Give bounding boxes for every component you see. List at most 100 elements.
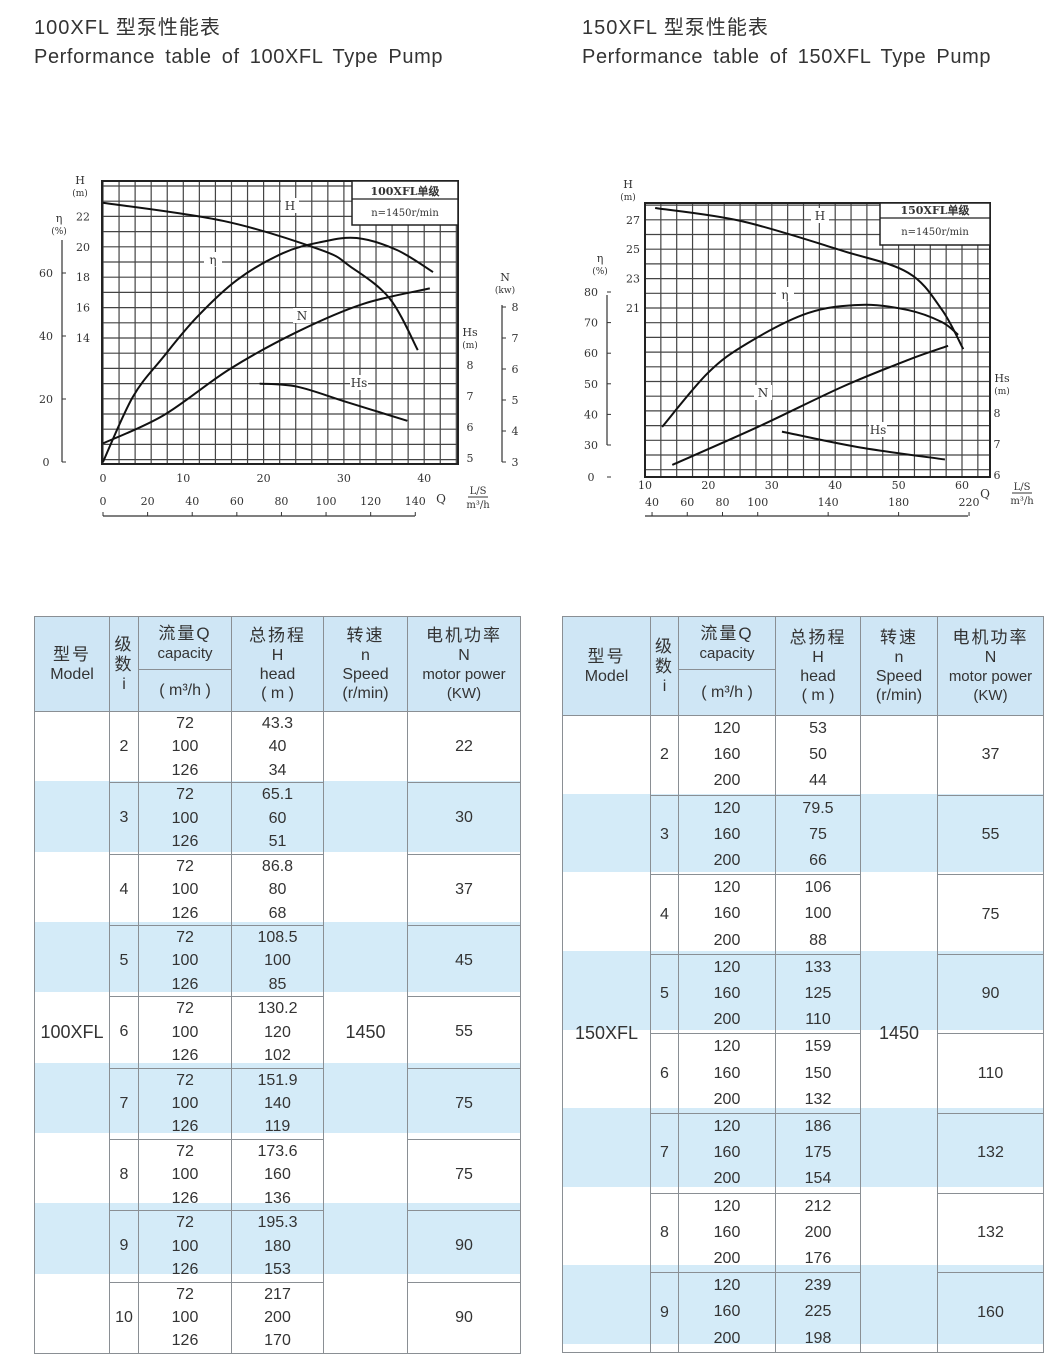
header-model: 型号 Model [562,616,651,716]
head-cell: 173.6 160 136 [231,1138,324,1212]
series-Hs-label: Hs [870,423,887,437]
table-row: 4 72 100 126 86.8 80 68 37 [35,853,521,926]
x-unit-ls: L/S [470,486,487,497]
model-cell: 100XFL [34,711,110,1354]
head-value: 133 [804,958,832,976]
head-value: 217 [264,1285,291,1303]
capacity-cell: 72 100 126 [138,1281,232,1354]
head-value: 106 [804,879,832,897]
capacity-value: 160 [713,1303,741,1321]
capacity-cell: 72 100 126 [138,710,232,784]
header-text: ( m³/h ) [701,684,753,701]
capacity-value: 126 [171,1189,199,1207]
capacity-cell: 120 160 200 [678,794,776,876]
head-value: 34 [268,761,287,779]
head-cell: 65.1 60 51 [231,782,324,855]
head-value: 119 [264,1118,291,1136]
x-tick-label-m3h: 140 [818,496,839,509]
capacity-cell: 72 100 126 [138,924,232,998]
plot-frame [644,202,991,478]
x-tick-label-m3h: 40 [645,496,659,509]
capacity-value: 72 [176,715,194,732]
Hs-tick-label: 8 [467,359,474,372]
table-row: 7 72 100 126 151.9 140 119 75 [35,1067,521,1140]
head-cell: 239 225 198 [775,1272,861,1353]
capacity-value: 160 [713,1223,741,1241]
table-row: 7 120 160 200 186 175 154 132 [563,1113,1044,1194]
header-text: i [662,677,667,695]
capacity-cell: 120 160 200 [678,1192,776,1274]
head-value: 50 [809,746,827,764]
header-text: 流量Q [158,623,212,643]
table-row: 8 72 100 126 173.6 160 136 75 [35,1138,521,1212]
N-tick-label: 6 [512,363,519,376]
capacity-value: 126 [171,975,199,993]
model-cell: 150XFL [562,715,651,1353]
eta-tick-label: 60 [584,347,598,360]
capacity-value: 160 [713,1064,741,1082]
capacity-value: 160 [713,905,741,923]
head-value: 159 [804,1038,832,1056]
head-value: 53 [809,720,827,737]
head-cell: 195.3 180 153 [231,1210,324,1283]
section-title-en-150xfl: Performance table of 150XFL Type Pump [582,46,992,68]
stage-cell: 8 [109,1138,139,1212]
capacity-cell: 120 160 200 [678,715,776,796]
x-tick-label-ls: 50 [892,479,906,492]
head-value: 75 [809,825,827,843]
capacity-value: 100 [171,952,199,970]
table-row: 6 120 160 200 159 150 132 110 [563,1033,1044,1115]
legend-box [351,180,459,226]
head-value: 44 [809,772,827,790]
N-tick-label: 4 [512,425,519,438]
header-text: 型号 [587,646,626,666]
head-value: 195.3 [257,1214,298,1232]
series-H-label: H [815,209,825,223]
header-text: capacity [699,644,755,662]
x-tick-label-ls: 30 [765,479,779,492]
head-value: 68 [268,904,287,922]
capacity-value: 126 [171,1261,199,1279]
series-η-curve [661,303,959,428]
capacity-value: 126 [171,761,199,779]
power-cell: 110 [937,1033,1044,1115]
label-bg [281,198,299,213]
section-title-cn-100xfl: 100XFL 型泵性能表 [34,17,221,39]
capacity-value: 100 [171,809,199,827]
head-value: 120 [264,1023,291,1041]
eta-tick-label: 30 [584,439,598,452]
capacity-value: 200 [713,1250,741,1268]
x-tick-label-m3h: 180 [888,496,909,509]
power-cell: 55 [407,996,521,1069]
head-cell: 108.5 100 85 [231,924,324,998]
stage-cell: 2 [650,715,679,796]
x-tick-label-ls: 0 [100,472,107,485]
capacity-value: 100 [171,1237,199,1255]
capacity-value: 72 [176,1142,194,1160]
stage-cell: 4 [650,874,679,955]
eta-tick-label: 70 [584,317,598,330]
capacity-value: 160 [713,825,741,843]
label-bg [754,385,772,400]
table-row: 5 120 160 200 133 125 110 90 [563,953,1044,1035]
Hs-tick-label: 8 [994,407,1001,420]
stage-cell: 7 [650,1113,679,1194]
power-cell: 37 [937,715,1044,796]
capacity-value: 100 [171,1023,199,1041]
series-η-curve [102,236,434,463]
x-tick-label-ls: 20 [701,479,715,492]
legend-speed: n=1450r/min [371,208,439,219]
performance-curves: 100XFL单级n=1450r/min1416182022H(m)0204060… [39,174,1034,517]
capacity-value: 126 [171,1047,199,1065]
table-row: 3 72 100 126 65.1 60 51 30 [35,782,521,855]
capacity-value: 200 [713,931,741,949]
header-text: ( m ) [801,686,835,704]
x-unit-m3h: m³/h [466,500,490,511]
header-speed: 转速 n Speed (r/min) [860,616,938,716]
header-text: Speed [342,665,389,683]
legend-model: 100XFL单级 [370,184,440,198]
header-text: (r/min) [342,684,389,702]
head-value: 173.6 [257,1142,298,1160]
capacity-value: 200 [713,1011,741,1029]
table-row: 5 72 100 126 108.5 100 85 45 [35,924,521,998]
